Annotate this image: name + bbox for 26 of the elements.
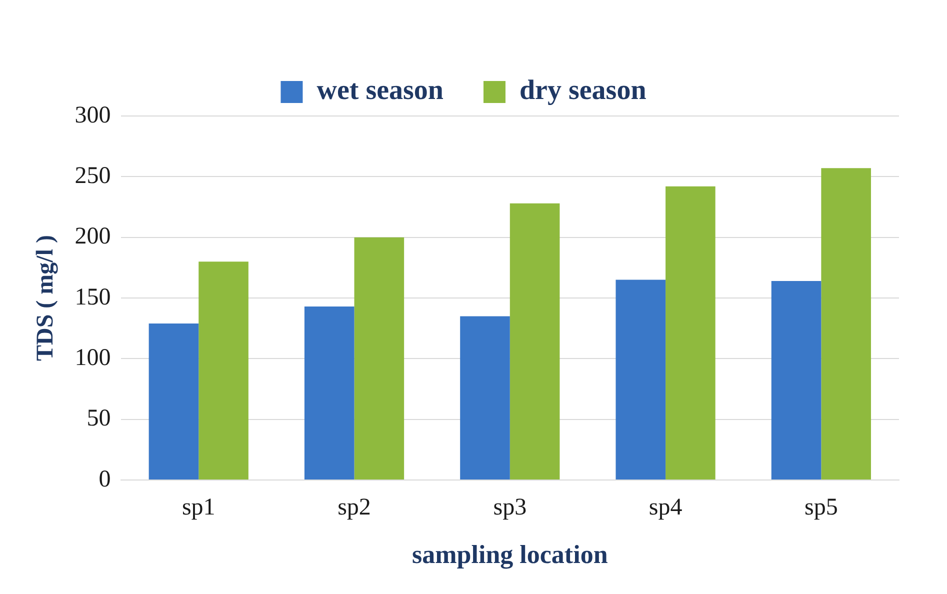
legend-label: dry season (519, 75, 647, 106)
bar (148, 323, 199, 480)
y-axis-title: TDS ( mg/l ) (32, 235, 59, 361)
bar (354, 237, 404, 480)
bar (616, 280, 666, 480)
bar (771, 281, 822, 480)
bar (666, 186, 716, 480)
y-tick-label: 300 (74, 102, 111, 128)
x-tick-label: sp4 (648, 494, 682, 521)
y-tick-label: 0 (98, 466, 111, 492)
y-tick-label: 200 (74, 224, 111, 250)
y-tick-label: 250 (74, 162, 111, 189)
bar (821, 168, 871, 480)
x-tick-label: sp2 (338, 494, 371, 521)
y-tick-label: 100 (74, 344, 111, 371)
x-tick-label: sp1 (182, 494, 216, 521)
bar (304, 306, 354, 480)
y-tick-label: 50 (86, 406, 111, 432)
x-tick-label: sp5 (804, 494, 838, 521)
y-tick-label: 150 (74, 284, 111, 310)
bar (510, 203, 560, 480)
x-axis-title: sampling location (412, 540, 608, 570)
legend-label: wet season (316, 75, 444, 106)
x-tick-label: sp3 (493, 494, 527, 521)
bar (198, 262, 248, 480)
bar (460, 316, 510, 480)
